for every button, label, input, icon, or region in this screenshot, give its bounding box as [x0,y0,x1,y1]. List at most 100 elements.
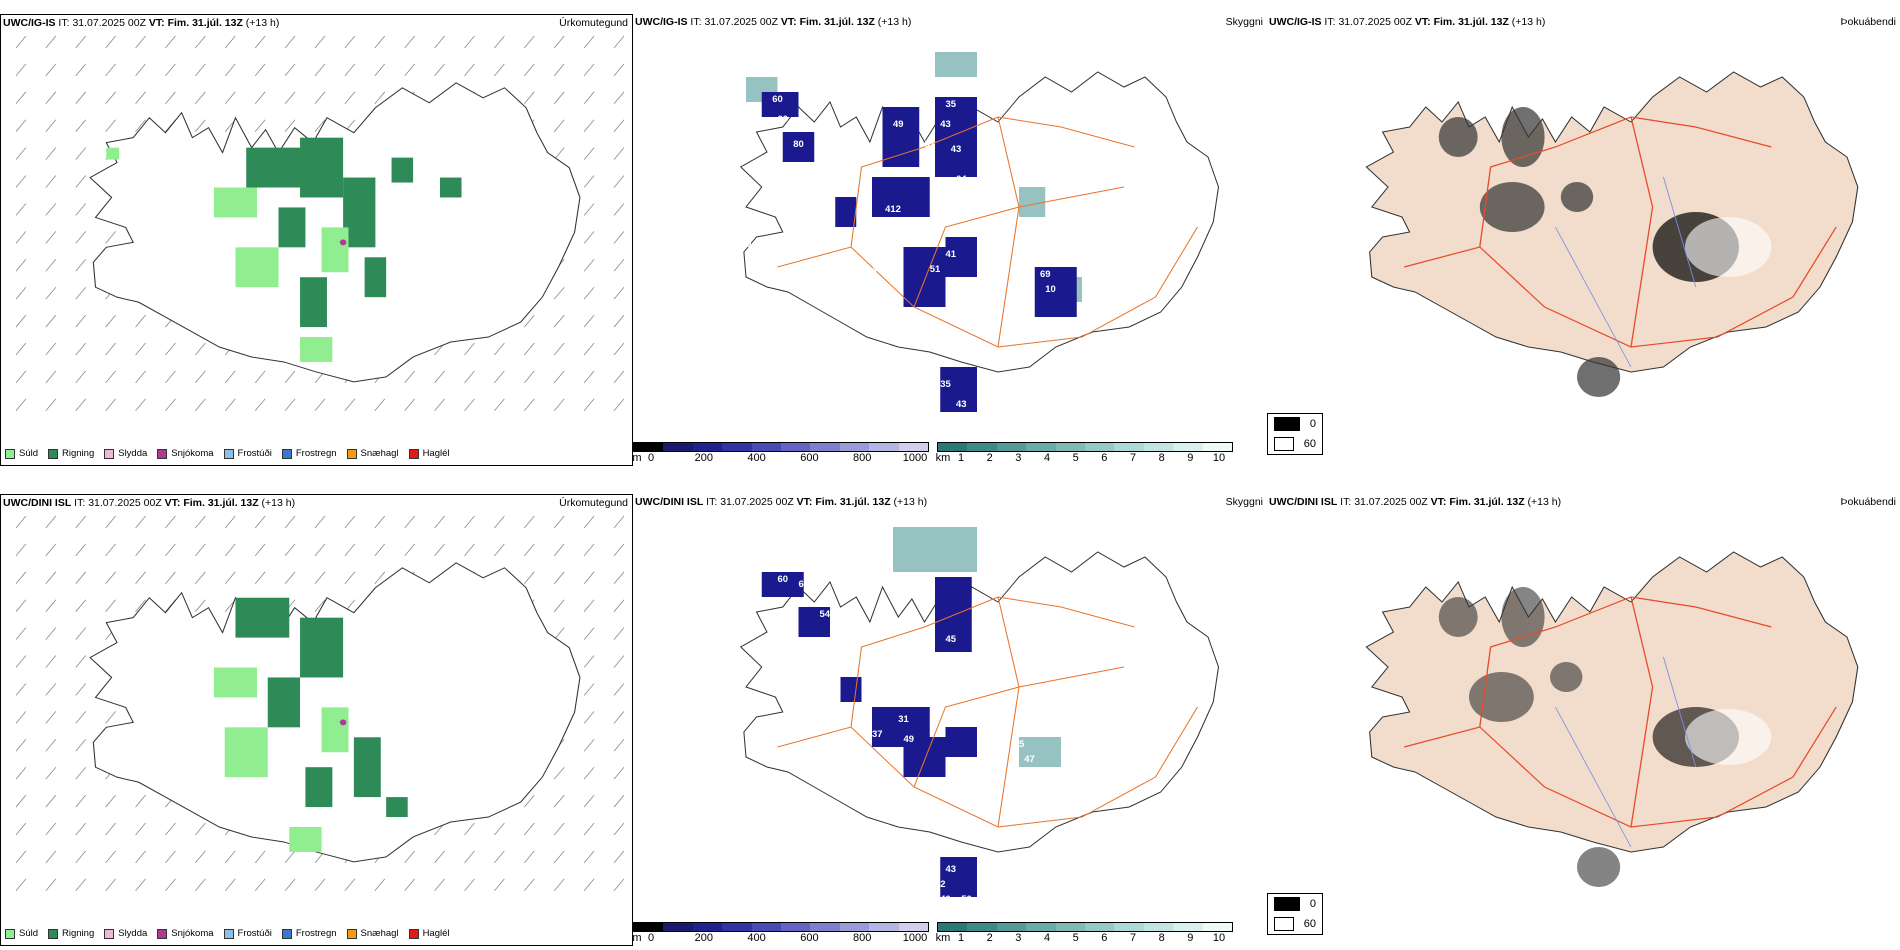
fog-map [1365,551,1859,887]
fog-legend-label: 60 [1303,918,1316,930]
tick-label: 200 [694,452,713,464]
legend-item: Snjókoma [157,448,214,459]
legend-label: Rigning [62,928,95,939]
legend-label: Haglél [422,928,450,939]
road-network [777,596,1198,828]
fog-legend-label: 0 [1309,898,1316,910]
it-value: 31.07.2025 00Z [1338,16,1412,28]
legend-swatch [48,448,59,459]
legend-label: Snjókoma [171,448,214,459]
visibility-value-label: 43 [940,119,951,129]
panel-header: UWC/DINI ISL IT: 31.07.2025 00Z VT: Fim.… [1269,496,1896,510]
legend-label: Haglél [422,448,450,459]
visibility-value-label: 45 [872,264,883,274]
legend-item: Haglél [408,928,450,939]
panel-header: UWC/IG-IS IT: 31.07.2025 00Z VT: Fim. 31… [1269,16,1896,30]
legend-swatch [408,928,419,939]
panel-header: UWC/DINI ISL IT: 31.07.2025 00Z VT: Fim.… [635,496,1263,510]
visibility-value-label: 69 [1040,269,1051,279]
unit-label: km [935,932,951,944]
panel-title: Þokuábendi [1840,16,1896,28]
model-name: UWC/DINI ISL [635,496,704,508]
lead-time: (+13 h) [245,17,280,29]
legend-item: Slydda [104,928,147,939]
visibility-value-label: 76 [919,219,930,229]
visibility-value-label: 39 [961,419,972,429]
tick-label: 4 [1043,932,1051,944]
tick-label: 6 [1101,452,1108,464]
low-visibility-m [761,92,1077,412]
it-label: IT: [690,16,702,28]
fog-legend-label: 0 [1309,418,1316,430]
visibility-value-label: 145 [901,679,917,689]
visibility-value-label: 60 [777,114,788,124]
legend-swatch [281,448,292,459]
visibility-value-label: 43 [956,399,967,409]
precip-map [15,515,625,892]
drizzle-areas [213,667,349,852]
it-label: IT: [58,17,70,29]
legend-swatch [104,928,115,939]
legend-label: Súld [19,448,39,459]
legend-swatch [346,448,357,459]
visibility-map: 60 60 80 53 49 35 43 57 43 64 412 76 39 31 47 41 45 51 69 1… [740,52,1220,429]
fog-panel-ig: UWC/IG-IS IT: 31.07.2025 00Z VT: Fim. 31… [1267,14,1900,466]
it-value: 31.07.2025 00Z [720,496,794,508]
legend-item: Slydda [104,448,147,459]
visibility-value-label: 43 [951,144,962,154]
legend-item: Snæhagl [346,448,399,459]
legend-label: Rigning [62,448,95,459]
tick-label: 800 [853,932,872,944]
legend-label: Snæhagl [360,928,399,939]
km-ticks: km 1 2 3 4 5 6 7 8 9 10 [936,452,1233,466]
visibility-value-label: 57 [924,139,935,149]
km-colorbar [937,922,1233,932]
legend-swatch [408,448,419,459]
fog-legend-item: 0 [1268,894,1322,914]
it-value: 31.07.2025 00Z [72,17,146,29]
visibility-value-label: 59 [741,239,752,249]
it-label: IT: [706,496,718,508]
tick-label: 1 [957,452,965,464]
visibility-value-label: 49 [903,734,914,744]
legend-label: Frostregn [295,928,337,939]
fog-legend-swatch [1274,897,1300,911]
rain-areas [246,137,462,328]
legend-label: Frostregn [295,448,337,459]
fog-legend-bottom: 0 60 [1267,893,1323,935]
tick-label: 6 [1101,932,1108,944]
fog-legend-item: 0 [1268,414,1322,434]
visibility-value-label: 60 [777,574,788,584]
panel-title: Skyggni [1225,496,1263,508]
visibility-value-label: 41 [945,249,956,259]
vt-label: VT: [780,16,797,28]
tick-label: 7 [1129,452,1137,464]
visibility-value-label: 40 [940,894,951,904]
legend-swatch [157,928,168,939]
fog-legend-swatch [1274,437,1294,451]
rivers [1555,656,1697,848]
fog-legend-label: 60 [1303,438,1316,450]
rivers [1555,176,1697,368]
drizzle-areas [106,147,349,362]
visibility-value-label: 35 [940,379,951,389]
legend-item: Frostúði [223,928,272,939]
visibility-value-label: 47 [982,414,993,424]
precip-legend: Súld Rigning Slydda Snjókoma Frostúði Frostre… [5,928,450,939]
fog-legend-item: 60 [1268,434,1322,454]
land-fill [1365,551,1859,853]
tick-label: 9 [1187,932,1194,944]
visibility-value-label: 43 [945,864,956,874]
visibility-value-label: 54 [819,609,830,619]
precip-panel-dini: UWC/DINI ISL IT: 31.07.2025 00Z VT: Fim.… [0,494,633,946]
legend-item: Frostregn [281,928,337,939]
legend-item: Frostúði [223,448,272,459]
legend-swatch [104,448,115,459]
panel-header: UWC/DINI ISL IT: 31.07.2025 00Z VT: Fim.… [3,497,628,511]
lead-time: (+13 h) [877,16,912,28]
legend-item: Haglél [408,448,450,459]
precip-panel-ig: UWC/IG-IS IT: 31.07.2025 00Z VT: Fim. 31… [0,14,633,466]
legend-swatch [223,928,234,939]
visibility-value-label: 50 [961,894,972,904]
tick-label: 10 [1212,932,1226,944]
